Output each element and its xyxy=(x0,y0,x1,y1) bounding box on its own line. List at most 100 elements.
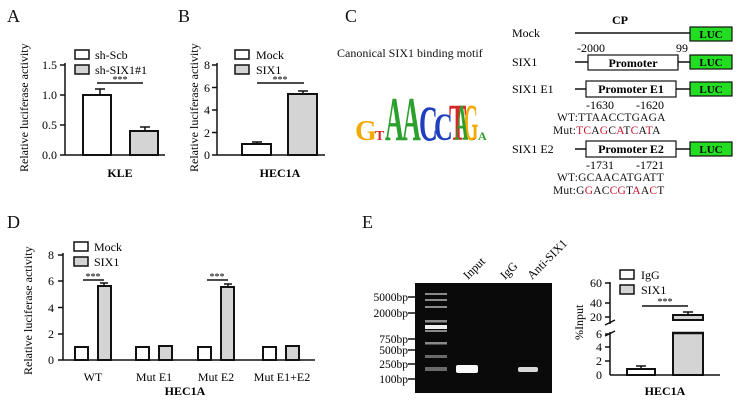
bar-mute1-six1 xyxy=(158,345,173,361)
significance-stars: *** xyxy=(86,272,101,283)
ytick: 4 xyxy=(596,340,602,354)
xtick: Mut E1 xyxy=(136,370,172,384)
lane-label-anti-six1: Anti-SIX1 xyxy=(524,236,570,282)
mut-base: A xyxy=(591,125,600,137)
bar-sh-six1 xyxy=(129,130,159,156)
legend-label: SIX1 xyxy=(641,283,666,297)
panel-d-ylabel: Relative luciferase activity xyxy=(21,246,35,375)
ytick: 0.0 xyxy=(42,148,57,162)
significance-stars: *** xyxy=(273,75,288,86)
construct-label-six1: SIX1 xyxy=(512,55,537,69)
panel-e-xlabel: HEC1A xyxy=(645,384,686,398)
legend-swatch-six1 xyxy=(73,256,89,267)
motif-letter: G xyxy=(355,116,377,147)
svg-text:G: G xyxy=(464,95,478,150)
wt-label: WT: xyxy=(557,112,579,124)
marker-label: 750bp xyxy=(379,334,408,346)
legend-swatch-six1 xyxy=(619,284,635,295)
ytick: 0.5 xyxy=(42,118,57,132)
panel-b-chart: Relative luciferase activity 0 2 4 6 8 M… xyxy=(187,43,325,180)
mut-base: A xyxy=(593,185,602,197)
mut-base: T xyxy=(576,125,584,137)
bar-mute1e2-six1 xyxy=(285,345,300,361)
svg-text:.: . xyxy=(473,133,475,142)
lane-label-igg: IgG xyxy=(497,259,520,282)
bar-mute1e2-mock xyxy=(262,346,277,361)
coord-start: -2000 xyxy=(577,41,605,55)
mut-label: Mut: xyxy=(553,125,577,137)
ytick: 4 xyxy=(204,103,210,117)
band-anti-six1 xyxy=(518,367,538,372)
ytick: 6 xyxy=(204,81,210,95)
e1-mut-sequence: Mut:TCAGCATCATA xyxy=(553,125,661,137)
panel-d-chart: Relative luciferase activity 0 2 4 6 8 M… xyxy=(21,240,315,398)
marker-label: 250bp xyxy=(379,359,408,371)
panel-letter-e: E xyxy=(362,212,373,232)
luc-box xyxy=(689,141,733,157)
svg-text:A: A xyxy=(455,95,468,150)
e2-pos-right: -1721 xyxy=(636,158,664,172)
panel-e-chart: %Input 60 40 20 6 4 2 0 IgG SIX1 *** xyxy=(575,268,720,398)
panel-letter-d: D xyxy=(7,212,20,232)
panel-d-xlabel: HEC1A xyxy=(165,384,206,398)
legend-label: SIX1 xyxy=(94,255,119,269)
ytick: 1.0 xyxy=(42,88,57,102)
mut-base: T xyxy=(625,185,633,197)
promoter-e1-label: Promoter E1 xyxy=(598,82,664,96)
mut-base: C xyxy=(608,125,617,137)
significance-stars: *** xyxy=(210,272,225,283)
mut-label: Mut: xyxy=(553,185,577,197)
legend-swatch-igg xyxy=(619,269,635,280)
legend-label: sh-SIX1#1 xyxy=(95,63,147,77)
construct-label-six1-e2: SIX1 E2 xyxy=(512,142,554,156)
panel-a-xlabel: KLE xyxy=(107,166,132,180)
promoter-label: Promoter xyxy=(608,56,658,70)
construct-label-six1-e1: SIX1 E1 xyxy=(512,82,554,96)
luc-label: LUC xyxy=(699,84,722,96)
coord-end: 99 xyxy=(676,41,688,55)
bar-mock xyxy=(241,143,272,156)
ytick: 40 xyxy=(590,296,602,310)
e2-wt-sequence: WT:GCAACATGATT xyxy=(557,172,664,184)
svg-text:C: C xyxy=(419,96,438,150)
mut-base: G xyxy=(599,125,609,137)
ytick: 20 xyxy=(590,310,602,324)
svg-text:A: A xyxy=(385,85,404,150)
xtick: Mut E1+E2 xyxy=(254,370,310,384)
bar-mute2-six1 xyxy=(220,286,235,361)
mut-seq: GGACCGTAACT xyxy=(576,185,664,197)
panel-b-ylabel: Relative luciferase activity xyxy=(187,43,201,172)
ytick: 6 xyxy=(48,274,54,288)
bar-igg xyxy=(626,368,656,376)
e1-pos-right: -1620 xyxy=(636,98,664,112)
svg-text:A: A xyxy=(478,129,487,143)
mut-base: A xyxy=(640,185,650,197)
luc-box xyxy=(689,81,733,97)
motif-logo-tail: A . A xyxy=(455,95,487,150)
ytick: 60 xyxy=(590,276,602,290)
mut-base: T xyxy=(623,125,631,137)
lane-label-input: Input xyxy=(460,254,488,282)
mut-base: C xyxy=(649,185,658,197)
marker-label: 2000bp xyxy=(374,308,409,320)
mut-base: C xyxy=(583,125,592,137)
wt-seq: GCAACATGATT xyxy=(578,172,665,184)
ytick: 4 xyxy=(48,301,54,315)
luc-box xyxy=(689,54,733,70)
e2-mut-sequence: Mut:GGACCGTAACT xyxy=(553,185,664,197)
motif-letter: T xyxy=(375,129,385,144)
legend-swatch-six1 xyxy=(234,64,250,75)
mut-base: C xyxy=(601,185,610,197)
ytick: 2 xyxy=(204,126,210,140)
mut-base: G xyxy=(576,185,585,197)
motif-title: Canonical SIX1 binding motif xyxy=(337,46,483,60)
promoter-e2-label: Promoter E2 xyxy=(598,142,664,156)
marker-label: 5000bp xyxy=(374,292,409,304)
xtick: WT xyxy=(84,370,103,384)
ytick: 8 xyxy=(48,248,54,262)
panel-letter-a: A xyxy=(7,6,20,26)
cp-label: CP xyxy=(612,13,628,27)
xtick: Mut E2 xyxy=(198,370,234,384)
legend-label: IgG xyxy=(641,268,660,282)
ytick: 8 xyxy=(204,58,210,72)
